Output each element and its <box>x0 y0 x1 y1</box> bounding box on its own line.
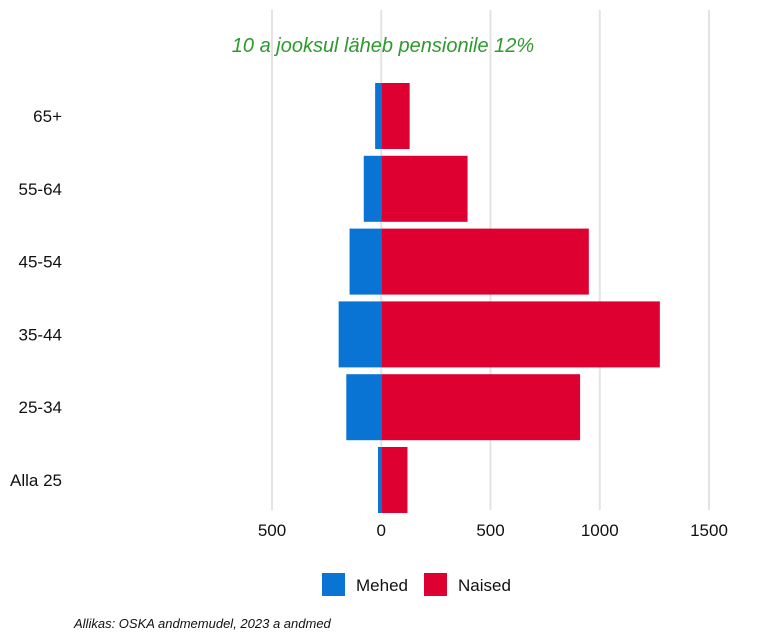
x-tick-label: 1000 <box>581 521 619 540</box>
bar-mehed-alla-25 <box>377 447 382 513</box>
bar-naised-45-54 <box>381 228 589 295</box>
category-label: Alla 25 <box>10 471 62 490</box>
legend-label-mehed: Mehed <box>356 576 408 595</box>
bar-mehed-55-64 <box>363 155 382 222</box>
source-note: Allikas: OSKA andmemudel, 2023 a andmed <box>74 616 331 631</box>
legend: Mehed Naised <box>322 573 511 596</box>
x-tick-label: 500 <box>258 521 286 540</box>
x-tick-label: 500 <box>476 521 504 540</box>
legend-swatch-naised <box>424 573 447 596</box>
chart-title: 10 a jooksul läheb pensionile 12% <box>232 35 534 57</box>
x-tick-label: 1500 <box>690 521 728 540</box>
bar-mehed-45-54 <box>349 228 382 295</box>
category-label: 65+ <box>33 107 62 126</box>
category-label: 45-54 <box>19 253 62 272</box>
bar-naised-65+ <box>381 83 410 149</box>
bars <box>338 83 660 513</box>
bar-mehed-65+ <box>375 83 382 149</box>
category-labels: Alla 25 25-34 35-44 45-54 55-64 65+ <box>10 107 62 490</box>
bar-naised-35-44 <box>381 301 660 368</box>
bar-naised-alla-25 <box>381 447 408 513</box>
bar-mehed-35-44 <box>338 301 382 368</box>
legend-swatch-mehed <box>322 573 345 596</box>
bar-mehed-25-34 <box>346 374 382 441</box>
category-label: 25-34 <box>19 398 62 417</box>
legend-label-naised: Naised <box>458 576 511 595</box>
bar-naised-55-64 <box>381 155 468 222</box>
category-label: 55-64 <box>19 180 62 199</box>
x-tick-labels: 500 0 500 1000 1500 <box>258 521 728 540</box>
category-label: 35-44 <box>19 325 62 344</box>
bar-naised-25-34 <box>381 374 581 441</box>
x-tick-label: 0 <box>377 521 386 540</box>
